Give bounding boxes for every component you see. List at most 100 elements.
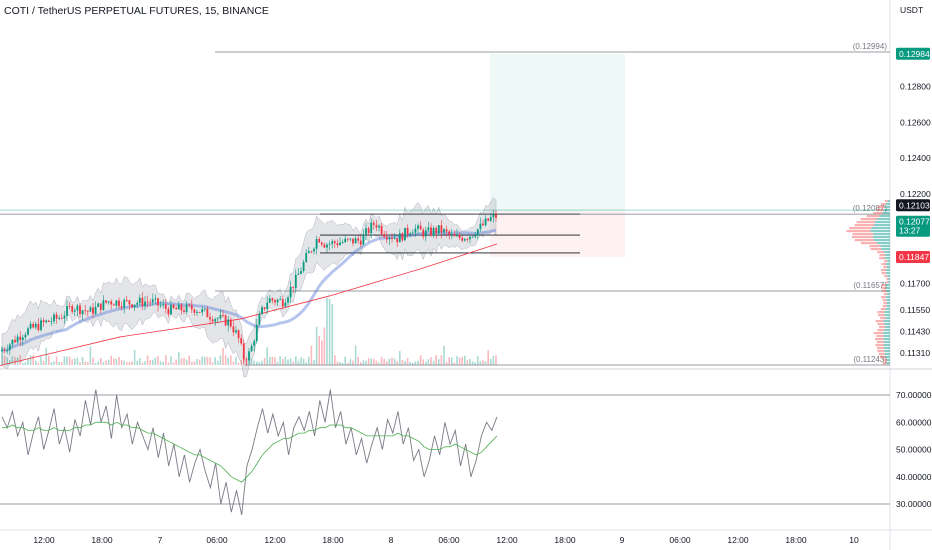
candle-body xyxy=(305,253,308,263)
profile-bar-up xyxy=(887,266,890,269)
profile-bar-up xyxy=(886,290,890,293)
candle-body xyxy=(211,319,214,322)
volume-bar xyxy=(435,355,437,365)
candle-body xyxy=(336,243,339,246)
volume-bar xyxy=(131,361,133,365)
volume-bar xyxy=(22,362,24,365)
volume-bar xyxy=(370,358,372,365)
volume-bar xyxy=(24,362,27,365)
candle-body xyxy=(411,232,414,234)
candle-body xyxy=(419,225,422,230)
candles[interactable] xyxy=(1,209,497,366)
candle-body xyxy=(250,345,253,352)
volume-bar xyxy=(222,347,224,365)
volume-bar xyxy=(79,362,81,365)
profile-bar-down xyxy=(882,362,887,365)
volume-bar xyxy=(105,360,107,365)
candle-body xyxy=(216,318,219,320)
candle-body xyxy=(461,237,464,241)
volume-bar xyxy=(154,357,157,365)
bollinger-band xyxy=(1,197,497,378)
candle-body xyxy=(328,243,331,245)
candle-body xyxy=(60,318,63,319)
volume-bar xyxy=(113,358,115,365)
profile-bar-up xyxy=(883,338,890,341)
volume-bar xyxy=(178,352,180,365)
price-axis-tick: 0.12200 xyxy=(900,189,931,199)
volume-bar xyxy=(50,362,53,365)
horizontal-levels[interactable]: (0.12994) (0.12087) (0.11657) (0.11243) xyxy=(0,42,890,366)
profile-bar-up xyxy=(880,245,890,248)
volume-bar xyxy=(292,361,294,365)
candle-body xyxy=(297,273,300,275)
volume-bar xyxy=(139,358,141,365)
price-label-box xyxy=(896,47,930,60)
profile-bar-down xyxy=(878,314,885,317)
candle-body xyxy=(37,323,40,331)
candle-body xyxy=(198,311,201,313)
time-axis-tick: 18:00 xyxy=(91,535,113,545)
long-position-tool[interactable] xyxy=(490,53,625,258)
candle-body xyxy=(261,307,263,314)
profile-bar-down xyxy=(854,224,875,227)
candle-body xyxy=(3,349,6,351)
profile-bar-up xyxy=(874,221,890,224)
volume-bar xyxy=(193,361,196,365)
volume-bar xyxy=(321,340,323,365)
profile-bar-down xyxy=(876,341,885,344)
volume-bar xyxy=(378,362,380,365)
volume-bar xyxy=(492,355,495,365)
volume-bar xyxy=(120,360,123,365)
profile-bar-down xyxy=(877,311,885,314)
volume-bar xyxy=(63,356,66,365)
candle-body xyxy=(209,317,211,320)
profile-bar-up xyxy=(883,344,890,347)
volume-bar xyxy=(196,358,198,365)
volume-bar xyxy=(469,358,471,365)
profile-bar-down xyxy=(854,239,875,242)
candle-body xyxy=(391,237,393,239)
profile-bar-up xyxy=(876,218,890,221)
position-target-zone xyxy=(490,53,625,212)
volume-bar xyxy=(97,361,99,365)
volume-bar xyxy=(32,355,34,365)
candle-body xyxy=(489,217,492,221)
candle-body xyxy=(388,237,391,240)
candle-body xyxy=(385,236,388,240)
profile-bar-up xyxy=(882,212,890,215)
volume-bar xyxy=(263,357,266,365)
profile-bar-down xyxy=(883,266,888,269)
profile-bar-up xyxy=(884,347,890,350)
volume-bar xyxy=(261,360,263,365)
volume-bar xyxy=(453,362,456,365)
profile-bar-up xyxy=(888,278,890,281)
oscillator-pane[interactable]: 70.00000 60.00000 50.00000 40.00000 30.00000 xyxy=(0,389,932,515)
level-label: (0.12087) xyxy=(853,204,888,213)
candle-body xyxy=(417,225,419,229)
candle-body xyxy=(232,326,235,333)
candle-body xyxy=(162,304,165,306)
profile-bar-up xyxy=(884,353,890,356)
volume-bar xyxy=(466,360,469,365)
candle-body xyxy=(271,298,274,301)
profile-bar-down xyxy=(856,221,875,224)
profile-bar-up xyxy=(886,299,890,302)
candle-body xyxy=(29,323,32,329)
current-price-text: 0.12077 xyxy=(899,217,930,227)
volume-bar xyxy=(172,362,175,365)
volume-bar xyxy=(445,362,448,365)
price-axis[interactable]: 0.12800 0.12600 0.12400 0.12200 0.11700 0.115… xyxy=(900,82,931,358)
volume-bar xyxy=(94,362,97,365)
profile-bar-down xyxy=(869,245,881,248)
volume-bar xyxy=(354,345,357,365)
profile-bar-up xyxy=(886,263,890,266)
volume-bar xyxy=(339,362,341,365)
volume-bar xyxy=(253,360,255,365)
volume-bar xyxy=(474,362,476,365)
candle-body xyxy=(201,309,204,313)
volume-bar xyxy=(141,362,144,365)
time-axis[interactable]: 12:00 18:00 7 06:00 12:00 18:00 8 06:00 12:00 18:… xyxy=(33,535,859,545)
profile-bar-down xyxy=(849,227,872,230)
oscillator-axis-tick: 60.00000 xyxy=(896,417,932,427)
